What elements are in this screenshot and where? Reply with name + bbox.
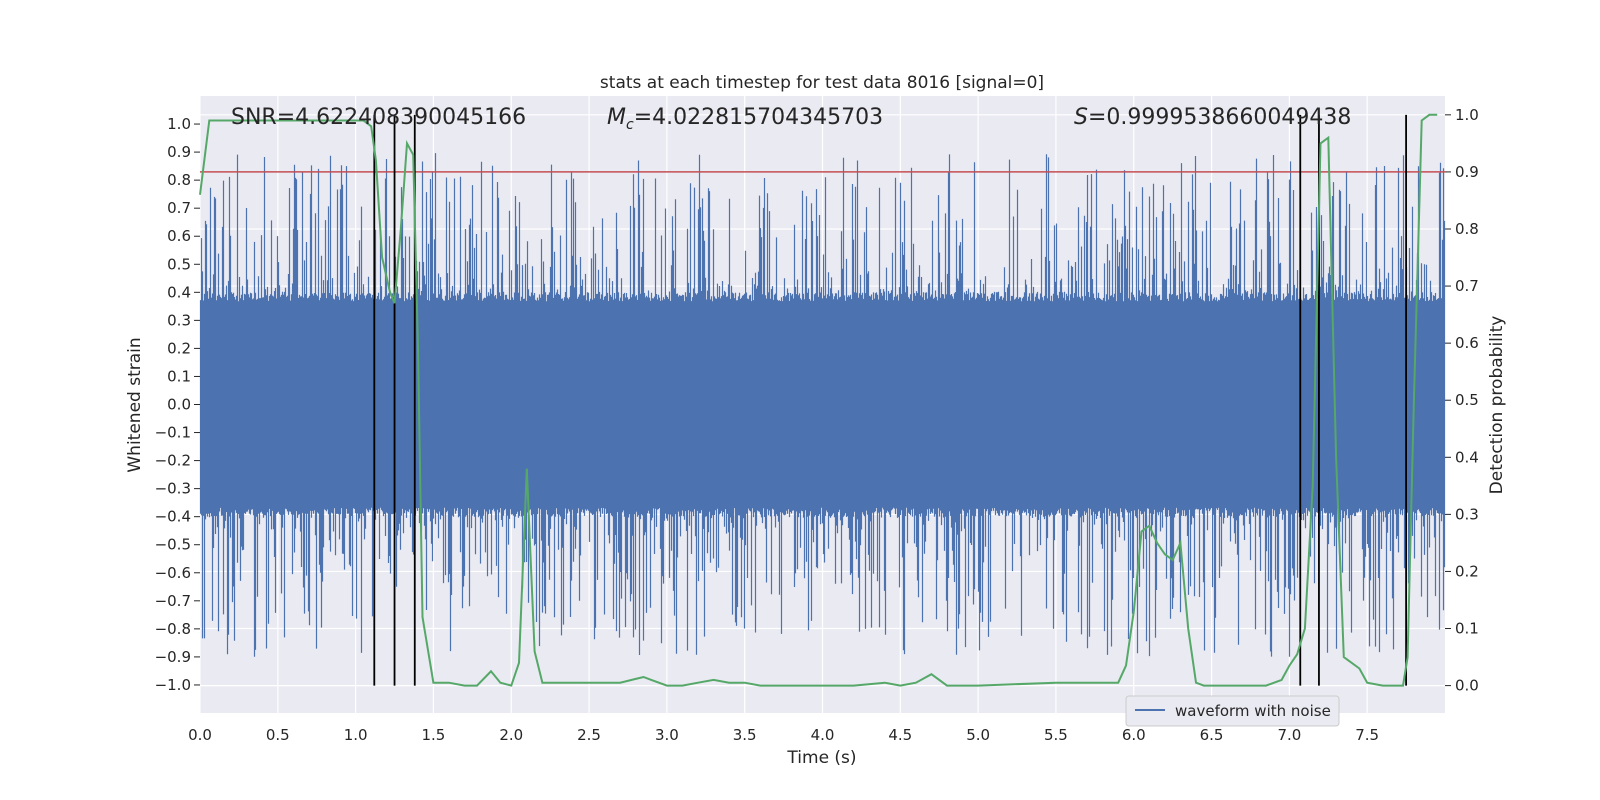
mc-value: =4.022815704345703 bbox=[634, 105, 883, 130]
x-tick-label: 7.5 bbox=[1355, 726, 1379, 744]
y-tick-label: −0.1 bbox=[155, 424, 191, 442]
s-value: =0.9999538660049438 bbox=[1088, 105, 1351, 130]
s-symbol: S bbox=[1074, 105, 1088, 130]
x-tick-label: 2.0 bbox=[499, 726, 523, 744]
y-tick-label: 0.2 bbox=[167, 339, 191, 357]
y-tick-label: −1.0 bbox=[155, 676, 191, 694]
x-tick-label: 6.0 bbox=[1122, 726, 1146, 744]
y-tick-label: 0.1 bbox=[167, 367, 191, 385]
snr-annotation: SNR=4.622408390045166 bbox=[231, 105, 526, 130]
x-tick-label: 1.5 bbox=[422, 726, 446, 744]
mc-annotation: Mc=4.022815704345703 bbox=[607, 105, 883, 133]
y-tick-label: 1.0 bbox=[167, 115, 191, 133]
mc-symbol: M bbox=[607, 105, 626, 130]
y2-tick-label: 0.6 bbox=[1455, 334, 1479, 352]
x-tick-label: 0.0 bbox=[188, 726, 212, 744]
y2-tick-label: 1.0 bbox=[1455, 106, 1479, 124]
chart-title: stats at each timestep for test data 801… bbox=[600, 73, 1044, 93]
x-tick-label: 7.0 bbox=[1277, 726, 1301, 744]
y-tick-label: 0.7 bbox=[167, 199, 191, 217]
waveform-series bbox=[199, 153, 1446, 657]
x-tick-label: 2.5 bbox=[577, 726, 601, 744]
y-tick-labels: 1.0 0.9 0.8 0.7 0.6 0.5 0.4 0.3 0.2 0.1 0.0 −0.1 −0.… bbox=[155, 115, 200, 694]
y-tick-label: −0.9 bbox=[155, 648, 191, 666]
legend-label: waveform with noise bbox=[1175, 702, 1331, 720]
y-tick-label: −0.2 bbox=[155, 452, 191, 470]
y2-tick-label: 0.7 bbox=[1455, 277, 1479, 295]
x-tick-label: 4.5 bbox=[888, 726, 912, 744]
x-tick-label: 4.0 bbox=[811, 726, 835, 744]
y-tick-label: 0.8 bbox=[167, 171, 191, 189]
y-tick-label: −0.8 bbox=[155, 620, 191, 638]
y-tick-label: 0.3 bbox=[167, 311, 191, 329]
x-axis-label: Time (s) bbox=[786, 748, 856, 768]
y-axis-label: Whitened strain bbox=[125, 337, 145, 472]
y-tick-label: 0.9 bbox=[167, 143, 191, 161]
x-tick-label: 5.0 bbox=[966, 726, 990, 744]
detection-probability-line bbox=[199, 113, 1438, 687]
x-tick-label: 1.0 bbox=[344, 726, 368, 744]
y2-tick-label: 0.5 bbox=[1455, 391, 1479, 409]
x-tick-label: 3.0 bbox=[655, 726, 679, 744]
y-tick-label: 0.4 bbox=[167, 283, 191, 301]
y-tick-label: 0.0 bbox=[167, 396, 191, 414]
y-tick-label: −0.5 bbox=[155, 536, 191, 554]
legend-box bbox=[1125, 695, 1340, 727]
y2-axis-label: Detection probability bbox=[1487, 316, 1507, 495]
y2-tick-labels: 1.0 0.9 0.8 0.7 0.6 0.5 0.4 0.3 0.2 0.1 0.0 bbox=[1445, 106, 1479, 695]
y2-tick-label: 0.1 bbox=[1455, 620, 1479, 638]
y2-tick-label: 0.4 bbox=[1455, 448, 1479, 466]
y2-tick-label: 0.2 bbox=[1455, 562, 1479, 580]
y-tick-label: −0.4 bbox=[155, 508, 191, 526]
legend: waveform with noise bbox=[1125, 695, 1340, 727]
x-tick-labels: 0.0 0.5 1.0 1.5 2.0 2.5 3.0 3.5 4.0 4.5 5.0 5.5 6.0 6… bbox=[188, 726, 1379, 744]
y-tick-label: −0.6 bbox=[155, 564, 191, 582]
x-tick-label: 0.5 bbox=[266, 726, 290, 744]
y-tick-label: 0.5 bbox=[167, 255, 191, 273]
y-tick-label: −0.3 bbox=[155, 480, 191, 498]
mc-subscript: c bbox=[626, 117, 634, 133]
x-tick-label: 5.5 bbox=[1044, 726, 1068, 744]
y2-tick-label: 0.3 bbox=[1455, 505, 1479, 523]
s-annotation: S=0.9999538660049438 bbox=[1074, 105, 1351, 130]
y2-tick-label: 0.8 bbox=[1455, 220, 1479, 238]
y-tick-label: 0.6 bbox=[167, 227, 191, 245]
y2-tick-label: 0.9 bbox=[1455, 163, 1479, 181]
waveform-core bbox=[200, 303, 1445, 506]
y2-tick-label: 0.0 bbox=[1455, 677, 1479, 695]
x-tick-label: 3.5 bbox=[733, 726, 757, 744]
x-tick-label: 6.5 bbox=[1200, 726, 1224, 744]
y-tick-label: −0.7 bbox=[155, 592, 191, 610]
